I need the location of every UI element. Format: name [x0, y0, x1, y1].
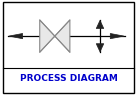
- Polygon shape: [96, 44, 104, 52]
- Polygon shape: [9, 34, 23, 39]
- Text: PROCESS DIAGRAM: PROCESS DIAGRAM: [20, 74, 117, 83]
- Polygon shape: [55, 20, 70, 52]
- Polygon shape: [96, 20, 104, 28]
- Polygon shape: [40, 20, 55, 52]
- Polygon shape: [110, 34, 124, 39]
